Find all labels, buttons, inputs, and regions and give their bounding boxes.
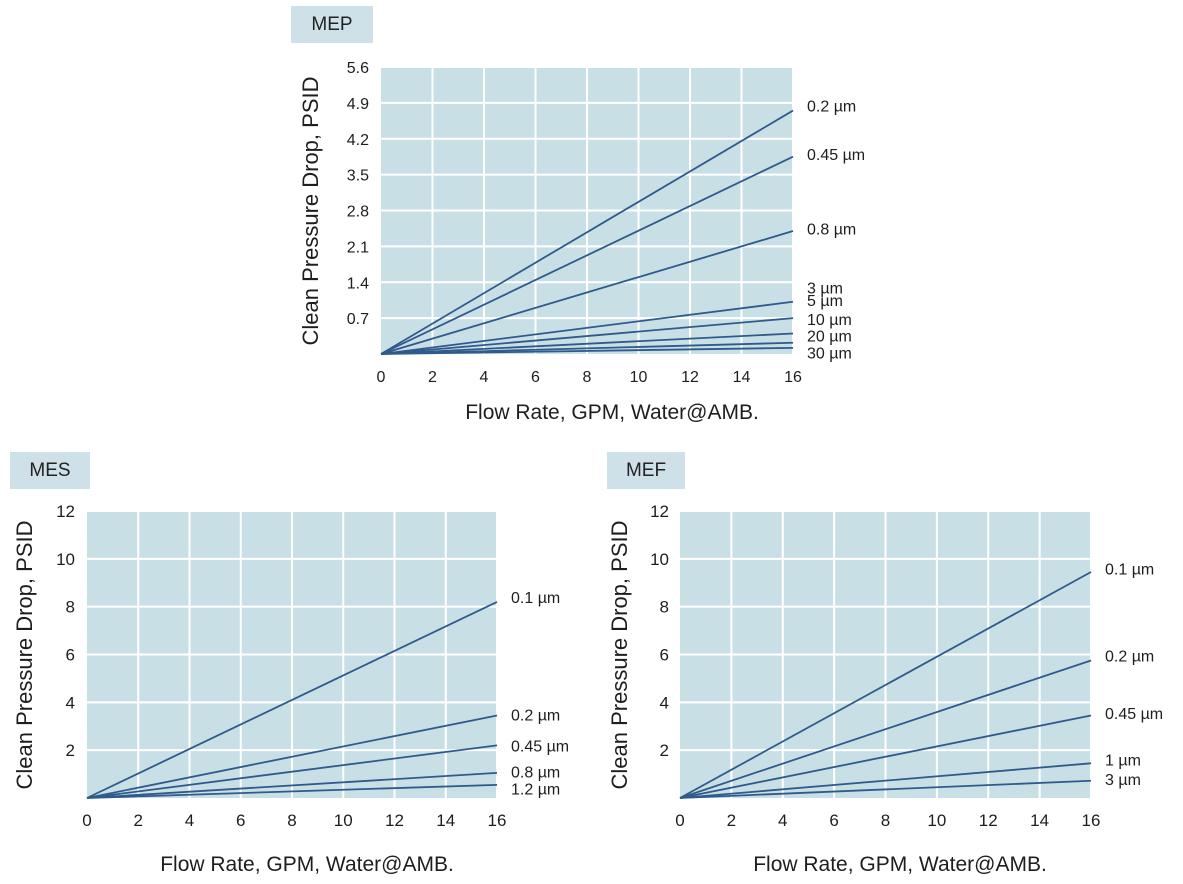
- y-tick-label: 2: [660, 741, 669, 760]
- x-tick-label: 10: [334, 811, 353, 830]
- y-tick-label: 8: [660, 598, 669, 617]
- series-label: 0.2 µm: [1105, 649, 1154, 666]
- series-label: 0.1 µm: [511, 590, 560, 607]
- series-label: 0.2 µm: [511, 707, 560, 724]
- x-tick-label: 2: [428, 369, 437, 386]
- series-line: [86, 744, 498, 799]
- x-tick-label: 12: [681, 369, 699, 386]
- series-label: 0.2 µm: [807, 98, 856, 115]
- chart-title: MEF: [607, 452, 685, 489]
- x-tick-label: 16: [1082, 811, 1101, 830]
- y-tick-label: 12: [650, 502, 669, 521]
- y-tick-label: 4.9: [347, 96, 369, 113]
- series-line: [86, 714, 498, 799]
- x-tick-label: 10: [927, 811, 946, 830]
- series-label: 0.45 µm: [807, 147, 865, 164]
- series-line: [380, 155, 794, 355]
- y-tick-label: 4: [660, 693, 669, 712]
- series-line: [380, 332, 794, 355]
- x-tick-label: 2: [727, 811, 736, 830]
- series-label: 0.45 µm: [1105, 706, 1163, 723]
- series-label: 3 µm: [807, 280, 843, 297]
- series-label: 30 µm: [807, 345, 852, 362]
- x-tick-label: 8: [881, 811, 890, 830]
- x-tick-label: 2: [134, 811, 143, 830]
- y-tick-label: 1.4: [347, 275, 369, 292]
- x-tick-label: 14: [436, 811, 455, 830]
- x-tick-label: 10: [630, 369, 648, 386]
- y-tick-label: 6: [660, 646, 669, 665]
- series-label: 5 µm: [807, 293, 843, 310]
- y-tick-label: 3.5: [347, 168, 369, 185]
- y-tick-label: 8: [66, 598, 75, 617]
- series-line: [380, 346, 794, 355]
- series-line: [679, 762, 1092, 799]
- x-axis-label: Flow Rate, GPM, Water@AMB.: [465, 401, 759, 424]
- x-tick-label: 0: [675, 811, 684, 830]
- x-tick-label: 14: [733, 369, 751, 386]
- x-tick-label: 6: [236, 811, 245, 830]
- series-line: [380, 109, 794, 355]
- y-tick-label: 0.7: [347, 311, 369, 328]
- series-label: 0.8 µm: [511, 765, 560, 782]
- y-tick-label: 5.6: [347, 60, 369, 77]
- series-line: [86, 601, 498, 799]
- chart-title: MEP: [291, 6, 373, 43]
- x-tick-label: 12: [979, 811, 998, 830]
- series-line: [86, 783, 498, 799]
- y-tick-label: 4.2: [347, 132, 369, 149]
- series-line: [679, 779, 1092, 799]
- series-line: [679, 659, 1092, 799]
- x-tick-label: 0: [82, 811, 91, 830]
- x-axis-label: Flow Rate, GPM, Water@AMB.: [753, 853, 1047, 876]
- series-line: [380, 230, 794, 355]
- x-tick-label: 0: [377, 369, 386, 386]
- x-tick-label: 4: [778, 811, 787, 830]
- series-label: 10 µm: [807, 312, 852, 329]
- x-tick-label: 8: [583, 369, 592, 386]
- series-line: [679, 571, 1092, 799]
- y-tick-label: 2.1: [347, 239, 369, 256]
- y-tick-label: 4: [66, 693, 75, 712]
- y-tick-label: 10: [56, 550, 75, 569]
- series-label: 0.8 µm: [807, 221, 856, 238]
- series-label: 1.2 µm: [511, 781, 560, 798]
- y-tick-label: 2: [66, 741, 75, 760]
- x-tick-label: 16: [784, 369, 802, 386]
- series-line: [380, 300, 794, 355]
- series-line: [679, 714, 1092, 799]
- series-line: [380, 317, 794, 355]
- x-tick-label: 12: [385, 811, 404, 830]
- series-label: 20 µm: [807, 329, 852, 346]
- x-tick-label: 14: [1030, 811, 1049, 830]
- x-tick-label: 4: [185, 811, 194, 830]
- y-tick-label: 10: [650, 550, 669, 569]
- x-tick-label: 16: [488, 811, 507, 830]
- y-tick-label: 2.8: [347, 204, 369, 221]
- y-tick-label: 12: [56, 502, 75, 521]
- x-tick-label: 8: [287, 811, 296, 830]
- y-tick-label: 6: [66, 646, 75, 665]
- series-label: 1 µm: [1105, 753, 1141, 770]
- chart-title: MES: [10, 452, 90, 489]
- series-line: [86, 771, 498, 799]
- series-label: 0.1 µm: [1105, 561, 1154, 578]
- x-tick-label: 4: [480, 369, 489, 386]
- x-axis-label: Flow Rate, GPM, Water@AMB.: [160, 853, 454, 876]
- series-label: 0.45 µm: [511, 738, 569, 755]
- series-label: 3 µm: [1105, 772, 1141, 789]
- x-tick-label: 6: [829, 811, 838, 830]
- x-tick-label: 6: [531, 369, 540, 386]
